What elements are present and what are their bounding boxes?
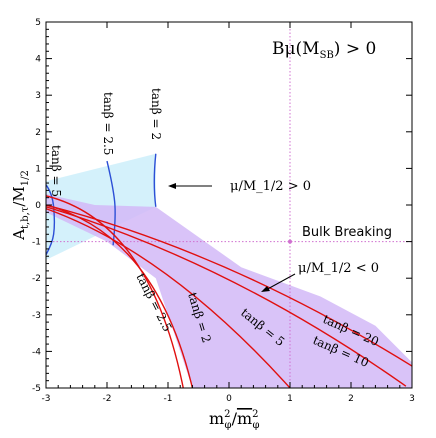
y-tick-label-1: 4 xyxy=(35,55,41,65)
series-layer xyxy=(46,153,412,388)
y-tick-label-6: -1 xyxy=(32,238,41,248)
label-bulk-breaking: Bulk Breaking xyxy=(302,225,392,240)
x-tick-label-3: 0 xyxy=(226,394,232,404)
y-tick-label-9: -4 xyxy=(32,347,41,357)
arrow-mu-positive-head xyxy=(168,183,176,189)
title-b-mu: Bμ(M xyxy=(272,39,320,59)
series-line-3 xyxy=(46,195,184,388)
title-sub: SB xyxy=(320,50,334,61)
y-tick-label-10: -5 xyxy=(32,384,41,394)
regions-layer xyxy=(46,153,412,388)
label-mu-negative: μ/M_1/2 < 0 xyxy=(298,261,379,276)
label-mu-positive: μ/M_1/2 > 0 xyxy=(230,179,311,194)
arrow-mu-negative xyxy=(263,273,296,292)
y-tick-label-7: -2 xyxy=(32,274,41,284)
x-tick-label-5: 2 xyxy=(348,394,354,404)
arrow-mu-negative-head xyxy=(261,286,270,292)
label-tanb25-blue: tanβ = 2.5 xyxy=(101,92,115,155)
y-tick-label-8: -3 xyxy=(32,311,41,321)
chart-title: Bμ(MSB) > 0 xyxy=(272,39,376,61)
x-tick-label-6: 3 xyxy=(409,394,415,404)
label-tanb5-blue: tanβ = 5 xyxy=(49,145,63,197)
ticks-layer: -3 -2 -1 0 1 2 3 5 4 3 2 1 0 -1 -2 -3 -4 -5 xyxy=(32,18,415,404)
series-line-7 xyxy=(46,204,412,367)
y-axis-label: At,b,τ/M1/2 xyxy=(10,170,31,241)
x-axis-label: m2 φ/m2 φ xyxy=(209,409,260,431)
label-tanb2-blue: tanβ = 2 xyxy=(149,88,163,140)
series-line-0 xyxy=(46,183,56,257)
x-tick-label-4: 1 xyxy=(287,394,293,404)
series-line-2 xyxy=(153,153,157,207)
region-1 xyxy=(46,194,412,388)
reference-lines-layer xyxy=(46,22,412,388)
y-tick-label-4: 1 xyxy=(35,164,41,174)
series-line-6 xyxy=(46,206,407,387)
y-tick-label-5: 0 xyxy=(35,201,41,211)
bulk-breaking-point xyxy=(288,239,292,244)
series-line-5 xyxy=(46,208,291,388)
y-tick-label-3: 2 xyxy=(35,128,41,138)
x-tick-label-2: -1 xyxy=(164,394,173,404)
y-tick-label-0: 5 xyxy=(35,18,41,28)
x-tick-label-1: -2 xyxy=(103,394,112,404)
x-tick-label-0: -3 xyxy=(42,394,51,404)
y-tick-label-2: 3 xyxy=(35,91,41,101)
title-tail: ) > 0 xyxy=(334,39,377,59)
